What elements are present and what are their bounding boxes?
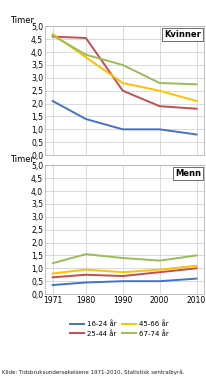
Text: Menn: Menn (175, 169, 201, 178)
Text: Timer: Timer (11, 155, 34, 164)
Text: Kvinner: Kvinner (164, 30, 201, 39)
Text: Timer: Timer (11, 16, 34, 25)
Legend: 16-24 år, 25-44 år, 45-66 år, 67-74 år: 16-24 år, 25-44 år, 45-66 år, 67-74 år (68, 318, 171, 340)
Text: Kilde: Tidsbruksundersøkelsene 1971-2010, Statistisk sentralbyrå.: Kilde: Tidsbruksundersøkelsene 1971-2010… (2, 369, 185, 375)
